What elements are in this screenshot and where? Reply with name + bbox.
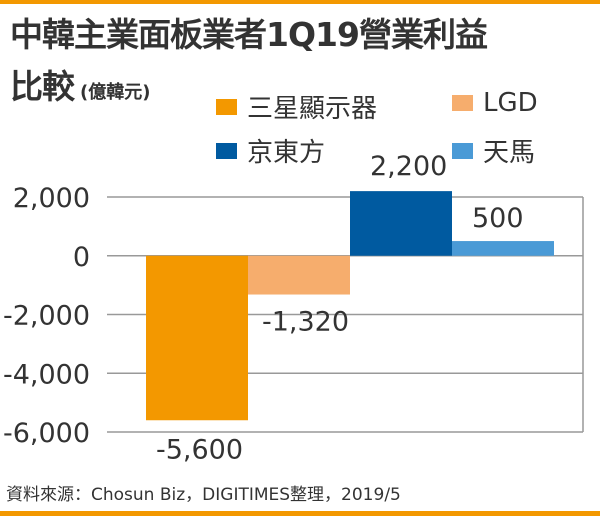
y-tick-label: -2,000	[3, 301, 90, 332]
data-label: -5,600	[156, 434, 243, 465]
legend-swatch-samsung	[216, 98, 237, 115]
data-label: 2,200	[370, 151, 447, 182]
legend-swatch-lgd	[452, 95, 473, 111]
legend-item-lgd: LGD	[452, 88, 538, 118]
legend-label-samsung: 三星顯示器	[247, 94, 378, 124]
bar	[146, 255, 248, 421]
chart-title-line2: 比較 (億韓元)	[10, 60, 150, 108]
y-tick-label: 0	[73, 242, 90, 273]
top-accent-bar	[0, 0, 600, 4]
chart-title-suffix: 比較	[10, 67, 75, 106]
legend-label-boe: 京東方	[247, 138, 326, 168]
legend-label-tianma: 天馬	[483, 138, 536, 168]
bar	[350, 191, 452, 256]
legend-label-lgd: LGD	[483, 88, 538, 118]
legend-item-samsung: 三星顯示器	[216, 88, 377, 125]
legend-item-tianma: 天馬	[452, 132, 535, 169]
legend-item-boe: 京東方	[216, 132, 325, 169]
chart-title: 中韓主業面板業者1Q19營業利益	[10, 15, 488, 54]
data-label: -1,320	[262, 307, 349, 338]
y-tick-label: -6,000	[3, 418, 90, 449]
unit-label: (億韓元)	[80, 82, 151, 103]
legend-swatch-tianma	[452, 142, 473, 159]
bar	[248, 255, 350, 295]
bar	[452, 241, 554, 256]
y-tick-label: -4,000	[3, 359, 90, 390]
source-note: 資料來源：Chosun Biz，DIGITIMES整理，2019/5	[6, 485, 401, 505]
data-label: 500	[472, 203, 524, 234]
y-tick-label: 2,000	[13, 183, 90, 214]
legend-swatch-boe	[216, 142, 237, 159]
bottom-accent-bar	[0, 511, 600, 516]
